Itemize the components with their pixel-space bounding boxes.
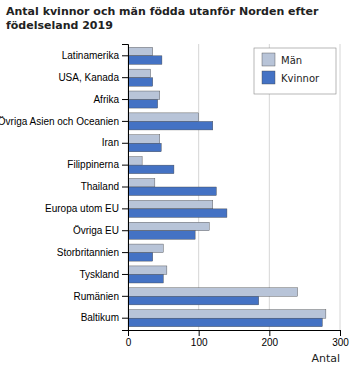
y-tick: Storbritannien xyxy=(57,247,128,258)
bar xyxy=(128,100,158,109)
y-tick: Iran xyxy=(102,137,128,148)
y-tick-mark xyxy=(122,77,128,78)
y-tick-mark xyxy=(122,318,128,319)
bar xyxy=(128,113,199,122)
x-label: Antal xyxy=(311,352,340,365)
y-tick-label: Iran xyxy=(102,137,119,148)
y-tick-label: USA, Kanada xyxy=(58,72,119,83)
y-tick: Latinamerika xyxy=(62,50,128,61)
bar xyxy=(128,222,209,231)
x-tick: 200 xyxy=(261,330,278,348)
legend-frame xyxy=(254,48,336,94)
x-tick: 300 xyxy=(332,330,349,348)
chart: Antal kvinnor och män födda utanför Nord… xyxy=(0,0,354,370)
y-tick-label: Baltikum xyxy=(81,312,119,323)
y-tick-label: Övriga Asien och Oceanien xyxy=(0,116,119,127)
legend-label: Kvinnor xyxy=(281,73,320,84)
y-tick-mark xyxy=(122,143,128,144)
legend-swatch xyxy=(262,53,275,66)
y-tick: Afrika xyxy=(93,94,128,105)
y-tick: Rumänien xyxy=(73,291,128,302)
bar xyxy=(128,178,155,187)
y-tick-label: Filippinerna xyxy=(67,159,119,170)
y-tick-mark xyxy=(122,252,128,253)
bar xyxy=(128,231,195,240)
bar xyxy=(128,143,161,152)
title-line: födelseland 2019 xyxy=(6,19,113,32)
y-tick: Övriga EU xyxy=(73,225,128,236)
legend-item: Män xyxy=(262,53,302,66)
bar xyxy=(128,47,153,56)
x-tick-label: 100 xyxy=(191,337,208,348)
y-tick-label: Storbritannien xyxy=(57,247,119,258)
x-tick-mark xyxy=(340,330,341,336)
y-tick-mark xyxy=(122,187,128,188)
bar xyxy=(128,69,151,78)
y-tick-label: Övriga EU xyxy=(73,225,119,236)
bar xyxy=(128,165,174,174)
y-tick: Tyskland xyxy=(80,269,128,280)
plot: 0 100 200 300 Baltikum Rumänien Tyskland Storbr… xyxy=(0,44,349,348)
y-tick: Europa utom EU xyxy=(45,203,128,214)
series xyxy=(128,56,322,327)
title: Antal kvinnor och män födda utanför Nord… xyxy=(6,5,319,32)
y-tick: Baltikum xyxy=(81,312,128,323)
y-tick-label: Thailand xyxy=(81,181,119,192)
y-tick-mark xyxy=(122,165,128,166)
y-tick-mark xyxy=(122,208,128,209)
y-tick-mark xyxy=(122,230,128,231)
bar xyxy=(128,135,160,144)
bar xyxy=(128,288,298,297)
bar xyxy=(128,78,153,87)
x-tick-mark xyxy=(269,330,270,336)
x-tick-label: 0 xyxy=(126,337,132,348)
title-line: Antal kvinnor och män födda utanför Nord… xyxy=(6,5,319,18)
bar xyxy=(128,310,326,319)
y-tick-mark xyxy=(122,99,128,100)
x-tick: 0 xyxy=(126,330,132,348)
x-tick: 100 xyxy=(191,330,208,348)
y-tick-label: Tyskland xyxy=(80,269,119,280)
y-tick-label: Europa utom EU xyxy=(45,203,119,214)
x-axis: 0 100 200 300 xyxy=(126,330,350,348)
y-tick: USA, Kanada xyxy=(58,72,128,83)
bar xyxy=(128,121,213,130)
bar xyxy=(128,318,322,327)
y-tick-mark xyxy=(122,121,128,122)
y-tick-label: Rumänien xyxy=(73,291,119,302)
x-tick-mark xyxy=(199,330,200,336)
x-tick-label: 300 xyxy=(332,337,349,348)
y-tick-mark xyxy=(122,274,128,275)
y-tick: Övriga Asien och Oceanien xyxy=(0,116,128,127)
bar xyxy=(128,200,213,209)
grid xyxy=(128,44,340,330)
y-tick-label: Afrika xyxy=(93,94,119,105)
y-tick-label: Latinamerika xyxy=(62,50,120,61)
legend: Män Kvinnor xyxy=(254,48,336,94)
legend-label: Män xyxy=(281,55,302,66)
x-tick-label: 200 xyxy=(261,337,278,348)
bar xyxy=(128,274,163,283)
grid-line xyxy=(340,44,341,330)
legend-item: Kvinnor xyxy=(262,71,320,84)
bar xyxy=(128,253,153,262)
bar xyxy=(128,56,162,65)
y-tick: Filippinerna xyxy=(67,159,128,170)
x-axis-line xyxy=(129,331,341,337)
bar xyxy=(128,187,216,196)
bar xyxy=(128,209,227,218)
y-axis-line xyxy=(122,45,129,331)
bar xyxy=(128,244,163,253)
bar xyxy=(128,266,167,275)
bar xyxy=(128,296,259,305)
y-axis: Baltikum Rumänien Tyskland Storbritannien Öv… xyxy=(0,45,129,331)
y-tick: Thailand xyxy=(81,181,128,192)
legend-swatch xyxy=(262,71,275,84)
bar xyxy=(128,157,142,166)
bar xyxy=(128,91,160,100)
y-tick-mark xyxy=(122,296,128,297)
y-tick-mark xyxy=(122,55,128,56)
